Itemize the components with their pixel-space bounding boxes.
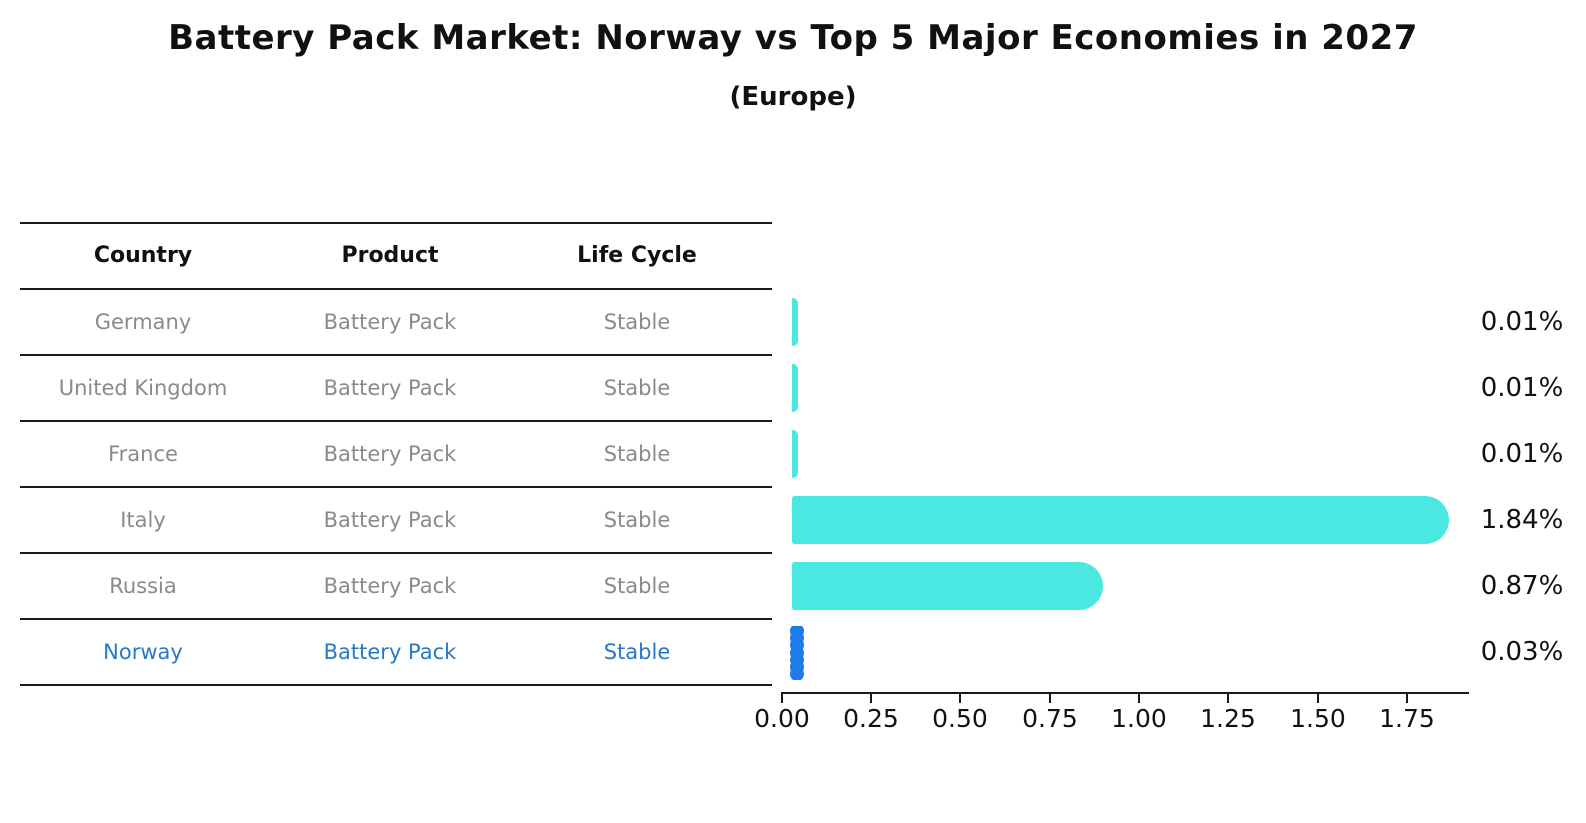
cell-country: Italy xyxy=(120,508,166,532)
x-tick xyxy=(1227,694,1229,703)
table-line xyxy=(20,486,772,488)
x-tick xyxy=(959,694,961,703)
cell-product: Battery Pack xyxy=(323,640,457,664)
table-line xyxy=(20,222,772,224)
x-tick-label: 0.50 xyxy=(932,704,988,733)
cell-life-cycle: Stable xyxy=(603,508,671,532)
x-tick xyxy=(870,694,872,703)
cell-life-cycle: Stable xyxy=(603,574,671,598)
bar-norway xyxy=(789,624,805,681)
value-label: 0.87% xyxy=(1480,571,1564,601)
cell-product: Battery Pack xyxy=(323,574,457,598)
x-tick-label: 1.75 xyxy=(1379,704,1435,733)
bar-germany xyxy=(792,298,798,346)
x-tick xyxy=(1317,694,1319,703)
header-product: Product xyxy=(341,243,439,268)
value-label: 0.03% xyxy=(1480,637,1564,667)
table-line xyxy=(20,618,772,620)
cell-product: Battery Pack xyxy=(323,310,457,334)
cell-country: Russia xyxy=(109,574,177,598)
x-tick xyxy=(1138,694,1140,703)
cell-product: Battery Pack xyxy=(323,508,457,532)
cell-country: France xyxy=(108,442,178,466)
header-country: Country xyxy=(93,243,193,268)
x-tick-label: 0.75 xyxy=(1022,704,1078,733)
cell-product: Battery Pack xyxy=(323,376,457,400)
table-line xyxy=(20,354,772,356)
cell-life-cycle: Stable xyxy=(603,442,671,466)
x-tick-label: 1.00 xyxy=(1111,704,1167,733)
header-life-cycle: Life Cycle xyxy=(577,243,697,268)
cell-life-cycle: Stable xyxy=(603,310,671,334)
x-tick-label: 1.25 xyxy=(1200,704,1256,733)
table-line xyxy=(20,420,772,422)
value-label: 0.01% xyxy=(1480,439,1564,469)
value-label: 0.01% xyxy=(1480,373,1564,403)
cell-country: Germany xyxy=(94,310,192,334)
x-tick-label: 1.50 xyxy=(1290,704,1346,733)
bar-france xyxy=(792,430,798,478)
cell-life-cycle: Stable xyxy=(603,376,671,400)
value-label: 1.84% xyxy=(1480,505,1564,535)
cell-country: Norway xyxy=(103,640,183,664)
x-tick xyxy=(1406,694,1408,703)
bar-italy xyxy=(792,496,1449,544)
x-tick-label: 0.00 xyxy=(754,704,810,733)
bar-united-kingdom xyxy=(792,364,798,412)
chart-title: Battery Pack Market: Norway vs Top 5 Maj… xyxy=(168,18,1418,58)
cell-country: United Kingdom xyxy=(58,376,228,400)
cell-product: Battery Pack xyxy=(323,442,457,466)
cell-life-cycle: Stable xyxy=(603,640,671,664)
x-axis-line xyxy=(781,692,1469,694)
table-line xyxy=(20,552,772,554)
table-line xyxy=(20,288,772,290)
x-tick xyxy=(781,694,783,703)
table-line xyxy=(20,684,772,686)
bar-russia xyxy=(792,562,1103,610)
x-tick xyxy=(1049,694,1051,703)
value-label: 0.01% xyxy=(1480,307,1564,337)
x-tick-label: 0.25 xyxy=(843,704,899,733)
chart-subtitle: (Europe) xyxy=(729,82,857,112)
